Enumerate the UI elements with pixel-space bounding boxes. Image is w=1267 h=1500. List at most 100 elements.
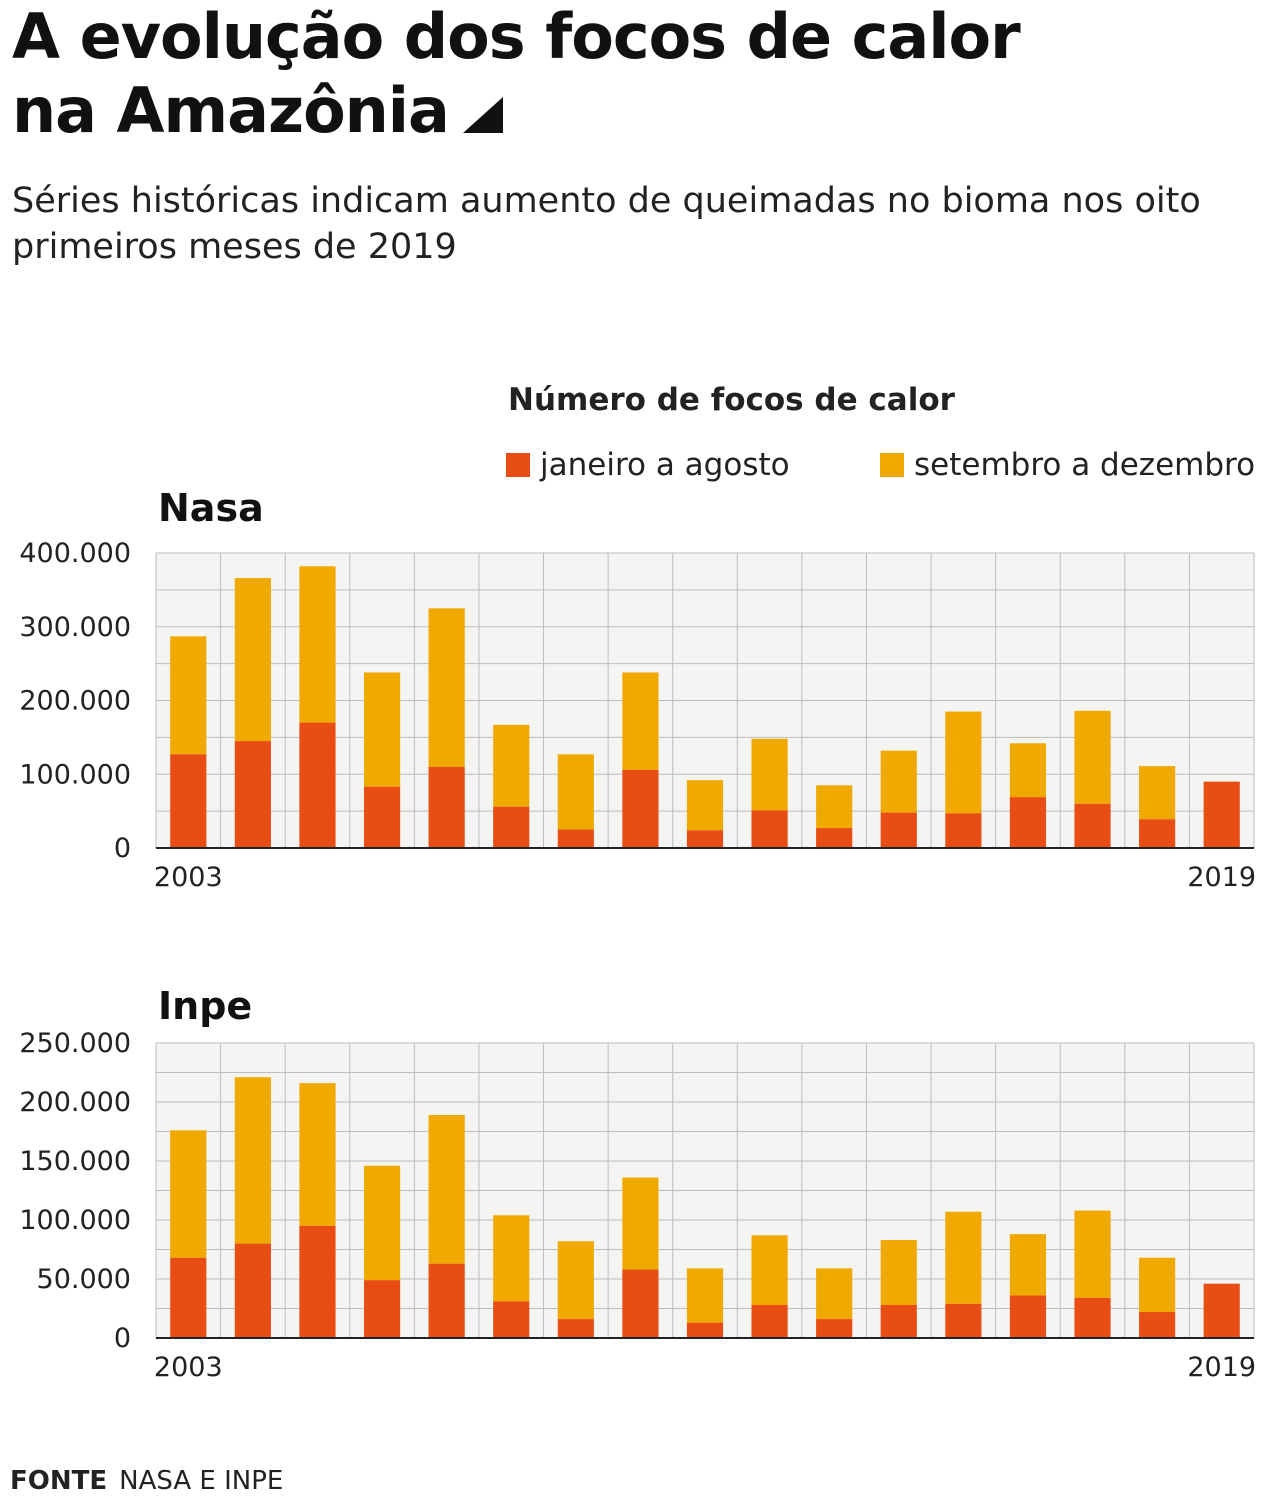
nasa-bar-set-dez-2009 [557, 754, 594, 830]
nasa-bar-set-dez-2013 [816, 785, 853, 829]
nasa-bar-jan-ago-2014 [880, 812, 917, 848]
inpe-bar-jan-ago-2004 [234, 1243, 271, 1338]
nasa-bar-set-dez-2008 [493, 724, 530, 807]
nasa-bar-jan-ago-2007 [428, 766, 465, 848]
inpe-x-label-last: 2019 [1187, 1352, 1256, 1383]
inpe-bar-set-dez-2009 [557, 1241, 594, 1320]
subtitle-line-1: Séries históricas indicam aumento de que… [12, 181, 1201, 221]
nasa-y-tick-label: 100.000 [19, 759, 131, 790]
inpe-bar-jan-ago-2015 [945, 1303, 982, 1338]
inpe-bar-jan-ago-2008 [493, 1301, 530, 1338]
inpe-bar-jan-ago-2007 [428, 1263, 465, 1338]
inpe-bar-jan-ago-2016 [1009, 1295, 1047, 1338]
legend-swatch-set-dez [880, 453, 904, 477]
inpe-bar-set-dez-2006 [363, 1165, 401, 1281]
nasa-bar-set-dez-2004 [234, 578, 271, 742]
nasa-bar-jan-ago-2005 [299, 722, 336, 848]
nasa-bar-set-dez-2014 [880, 750, 917, 813]
page-title: A evolução dos focos de calor na Amazôni… [12, 0, 1252, 148]
inpe-bar-set-dez-2004 [234, 1077, 271, 1244]
inpe-bar-set-dez-2015 [945, 1211, 982, 1304]
nasa-bar-chart: 0 100.000 200.000 300.000 400.000 2003 2019 [19, 540, 1256, 893]
legend-swatch-jan-ago [506, 453, 530, 477]
nasa-bar-jan-ago-2009 [557, 829, 594, 848]
nasa-bar-jan-ago-2019 [1203, 781, 1240, 848]
inpe-bar-jan-ago-2010 [622, 1269, 659, 1338]
inpe-bar-jan-ago-2014 [880, 1304, 917, 1338]
nasa-bar-jan-ago-2003 [170, 754, 207, 848]
inpe-bar-set-dez-2017 [1074, 1210, 1111, 1298]
nasa-bar-set-dez-2012 [751, 738, 788, 811]
inpe-bar-set-dez-2007 [428, 1114, 465, 1264]
nasa-y-tick-label: 200.000 [19, 686, 131, 717]
nasa-x-label-last: 2019 [1187, 862, 1256, 893]
nasa-y-tick-label: 300.000 [19, 612, 131, 643]
legend-title: Número de focos de calor [508, 382, 955, 418]
nasa-chart-title: Nasa [158, 486, 264, 530]
nasa-bar-jan-ago-2008 [493, 806, 530, 848]
source-note: FONTE NASA E INPE [10, 1466, 283, 1496]
nasa-bar-set-dez-2017 [1074, 710, 1111, 804]
nasa-bar-jan-ago-2015 [945, 813, 982, 848]
inpe-bar-jan-ago-2003 [170, 1257, 207, 1338]
inpe-bar-jan-ago-2012 [751, 1304, 788, 1338]
nasa-x-label-first: 2003 [154, 862, 223, 893]
inpe-y-tick-label: 100.000 [19, 1205, 131, 1236]
inpe-bar-set-dez-2011 [686, 1268, 724, 1323]
inpe-x-label-first: 2003 [154, 1352, 223, 1383]
inpe-bar-jan-ago-2005 [299, 1225, 336, 1338]
inpe-bar-jan-ago-2019 [1203, 1283, 1240, 1338]
inpe-bar-set-dez-2013 [816, 1268, 853, 1320]
title-line-1: A evolução dos focos de calor [12, 0, 1021, 73]
inpe-bar-set-dez-2008 [493, 1215, 530, 1302]
subtitle: Séries históricas indicam aumento de que… [12, 178, 1242, 270]
nasa-bar-set-dez-2015 [945, 711, 982, 814]
source-text: NASA E INPE [119, 1466, 284, 1496]
nasa-bar-set-dez-2003 [170, 636, 207, 755]
inpe-bar-set-dez-2010 [622, 1177, 659, 1270]
nasa-y-tick-label: 0 [114, 833, 131, 864]
inpe-bar-set-dez-2012 [751, 1235, 788, 1305]
inpe-y-tick-label: 0 [114, 1323, 131, 1354]
nasa-bar-set-dez-2011 [686, 780, 724, 831]
inpe-bar-set-dez-2003 [170, 1130, 207, 1258]
title-line-2: na Amazônia [12, 74, 450, 147]
nasa-bar-jan-ago-2010 [622, 769, 659, 848]
nasa-bar-jan-ago-2011 [686, 830, 724, 848]
inpe-bar-jan-ago-2011 [686, 1322, 724, 1338]
inpe-bar-jan-ago-2017 [1074, 1297, 1111, 1338]
inpe-bar-set-dez-2005 [299, 1083, 336, 1226]
inpe-chart-title: Inpe [158, 984, 253, 1028]
inpe-bar-jan-ago-2013 [816, 1319, 853, 1338]
inpe-y-tick-label: 200.000 [19, 1087, 131, 1118]
nasa-bar-jan-ago-2012 [751, 810, 788, 848]
inpe-bar-jan-ago-2006 [363, 1280, 401, 1338]
inpe-bar-chart: 0 50.000 100.000 150.000 200.000 250.000 2003 2… [19, 1030, 1256, 1383]
legend-item-set-dez: setembro a dezembro [880, 447, 1255, 483]
legend-label-set-dez: setembro a dezembro [914, 447, 1256, 483]
legend-item-jan-ago: janeiro a agosto [506, 447, 790, 483]
inpe-y-tick-label: 150.000 [19, 1146, 131, 1177]
nasa-bar-jan-ago-2006 [363, 786, 401, 848]
nasa-y-tick-label: 400.000 [19, 540, 131, 569]
nasa-bar-jan-ago-2016 [1009, 797, 1047, 848]
nasa-bar-set-dez-2010 [622, 672, 659, 770]
inpe-bar-jan-ago-2018 [1139, 1312, 1176, 1338]
nasa-bar-set-dez-2016 [1009, 743, 1047, 798]
inpe-bar-set-dez-2018 [1139, 1257, 1176, 1313]
legend-label-jan-ago: janeiro a agosto [540, 447, 790, 483]
nasa-bar-set-dez-2005 [299, 566, 336, 723]
nasa-bar-jan-ago-2018 [1139, 819, 1176, 848]
corner-triangle-icon [462, 96, 503, 133]
inpe-bar-set-dez-2014 [880, 1240, 917, 1305]
subtitle-line-2: primeiros meses de 2019 [12, 227, 457, 267]
inpe-bar-jan-ago-2009 [557, 1319, 594, 1338]
nasa-bar-set-dez-2006 [363, 672, 401, 787]
source-label: FONTE [10, 1466, 108, 1496]
nasa-bar-jan-ago-2013 [816, 828, 853, 848]
nasa-bar-jan-ago-2017 [1074, 803, 1111, 848]
nasa-bar-jan-ago-2004 [234, 741, 271, 848]
inpe-y-tick-label: 50.000 [37, 1264, 131, 1295]
inpe-bar-set-dez-2016 [1009, 1234, 1047, 1296]
nasa-bar-set-dez-2007 [428, 608, 465, 767]
